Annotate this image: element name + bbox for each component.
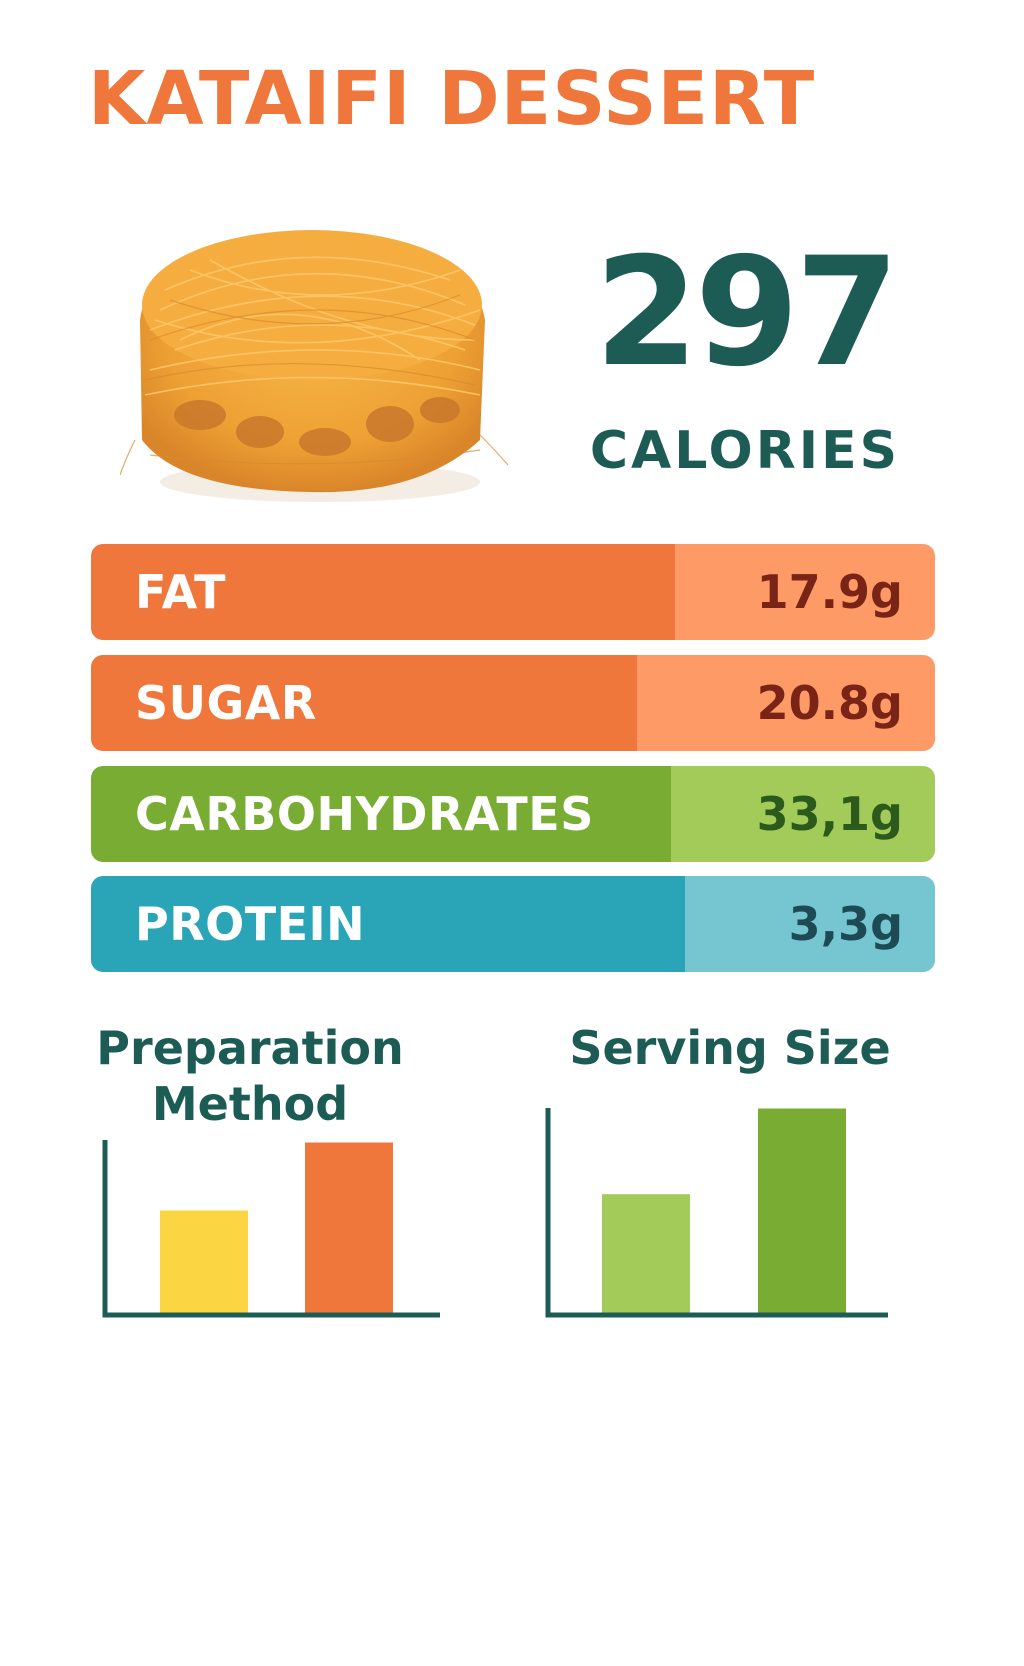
nutrient-value: 20.8g: [637, 655, 935, 751]
nutrient-value: 33,1g: [671, 766, 935, 862]
nutrient-value: 17.9g: [675, 544, 935, 640]
nutrient-label: FAT: [91, 544, 675, 640]
chart-bar-1: [160, 1210, 248, 1313]
preparation-method-chart: [102, 1140, 440, 1318]
kataifi-dessert-image: [120, 230, 509, 502]
nutrient-value: 3,3g: [685, 876, 935, 972]
chart-bar-1: [602, 1194, 690, 1313]
nutrient-label: CARBOHYDRATES: [91, 766, 671, 862]
nutrient-bar-carbohydrates: CARBOHYDRATES 33,1g: [91, 766, 935, 862]
serving-size-chart: [545, 1108, 888, 1318]
page-title: KATAIFI DESSERT: [88, 56, 816, 142]
nutrient-bar-fat: FAT 17.9g: [91, 544, 935, 640]
nutrient-bar-sugar: SUGAR 20.8g: [91, 655, 935, 751]
chart-bar-2: [758, 1108, 846, 1313]
calorie-label: CALORIES: [589, 421, 901, 481]
nutrient-bar-protein: PROTEIN 3,3g: [91, 876, 935, 972]
nutrient-label: SUGAR: [91, 655, 637, 751]
nutrient-label: PROTEIN: [91, 876, 685, 972]
calorie-count: 297: [594, 226, 899, 400]
preparation-method-title: Preparation Method: [96, 1021, 404, 1131]
serving-size-title: Serving Size: [569, 1021, 891, 1075]
chart-bar-2: [305, 1142, 393, 1313]
